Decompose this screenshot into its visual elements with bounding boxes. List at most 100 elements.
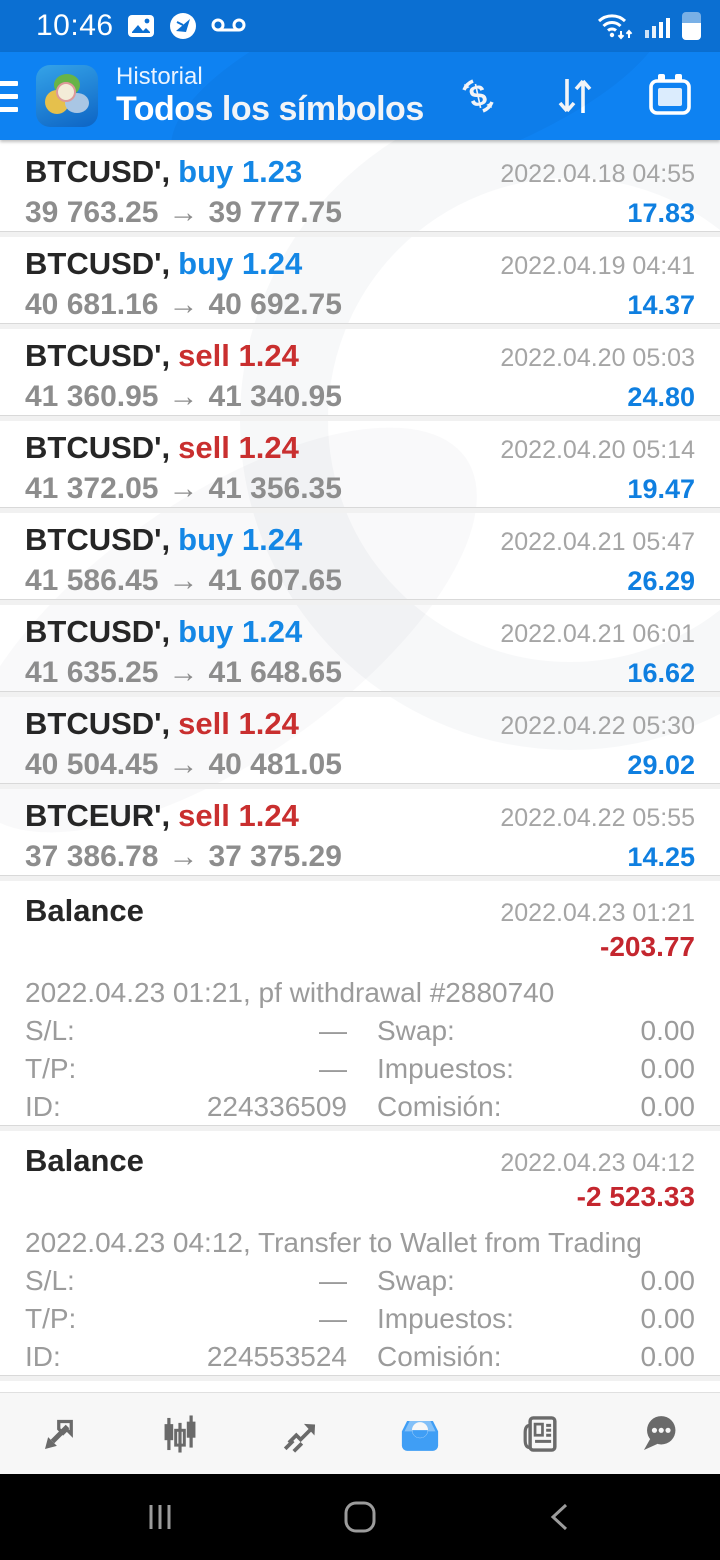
balance-detail-row: ID: 224553524 Comisión: 0.00 [25, 1341, 695, 1379]
trade-prices: 40 681.16 → 40 692.75 [25, 288, 342, 322]
home-icon[interactable] [320, 1482, 400, 1552]
taxes-label: Impuestos: [377, 1053, 514, 1084]
trade-close-price: 39 777.75 [208, 196, 342, 229]
menu-button[interactable] [0, 66, 24, 126]
trade-open-price: 41 372.05 [25, 472, 159, 505]
trade-profit: 24.80 [627, 382, 695, 412]
trade-datetime: 2022.04.22 05:30 [500, 712, 695, 740]
balance-row[interactable]: Balance 2022.04.23 04:12 -2 523.33 2022.… [0, 1131, 720, 1375]
trade-prices: 39 763.25 → 39 777.75 [25, 196, 342, 230]
trade-symbol: BTCUSD', [25, 338, 171, 373]
trade-open-price: 41 586.45 [25, 564, 159, 597]
list-divider [0, 323, 720, 329]
trade-profit: 29.02 [627, 750, 695, 780]
wifi-icon [595, 10, 635, 42]
trade-symbol: BTCUSD', [25, 522, 171, 557]
balance-detail-row: T/P: — Impuestos: 0.00 [25, 1303, 695, 1341]
trade-operation: sell 1.24 [178, 338, 299, 373]
list-divider [0, 231, 720, 237]
deal-type-filter-icon[interactable]: $ [450, 68, 506, 124]
history-list: BTCUSD', buy 1.23 2022.04.18 04:55 39 76… [0, 140, 720, 1392]
taxes-value: 0.00 [640, 1053, 696, 1084]
messages-icon[interactable] [600, 1393, 720, 1474]
list-divider [0, 783, 720, 789]
tp-value: — [319, 1053, 347, 1084]
news-icon[interactable] [480, 1393, 600, 1474]
balance-title: Balance [25, 893, 144, 928]
swap-label: Swap: [377, 1265, 455, 1296]
trade-datetime: 2022.04.21 06:01 [500, 620, 695, 648]
id-value: 224553524 [206, 1341, 347, 1372]
trade-operation: buy 1.24 [178, 522, 303, 557]
arrow-icon: → [168, 288, 199, 321]
svg-text:$: $ [467, 79, 490, 115]
trade-operation: buy 1.23 [178, 154, 303, 189]
trade-row[interactable]: BTCUSD', buy 1.24 2022.04.19 04:41 40 68… [0, 237, 720, 323]
trade-operation: sell 1.24 [178, 430, 299, 465]
tp-label: T/P: [25, 1303, 77, 1334]
tp-label: T/P: [25, 1053, 77, 1084]
trade-row[interactable]: BTCUSD', buy 1.24 2022.04.21 06:01 41 63… [0, 605, 720, 691]
commission-label: Comisión: [377, 1341, 502, 1372]
trade-prices: 41 586.45 → 41 607.65 [25, 564, 342, 598]
trade-icon[interactable] [240, 1393, 360, 1474]
trade-prices: 40 504.45 → 40 481.05 [25, 748, 342, 782]
list-divider [0, 875, 720, 881]
trade-row[interactable]: BTCUSD', sell 1.24 2022.04.20 05:14 41 3… [0, 421, 720, 507]
header-titles: Historial Todos los símbolos [116, 63, 424, 130]
balance-amount: -2 523.33 [576, 1181, 695, 1212]
recents-icon[interactable] [120, 1482, 200, 1552]
trade-operation: sell 1.24 [178, 706, 299, 741]
balance-row[interactable]: Balance 2022.04.23 01:21 -203.77 2022.04… [0, 881, 720, 1125]
quotes-icon[interactable] [0, 1393, 120, 1474]
sort-icon[interactable] [546, 68, 602, 124]
broker-logo [36, 65, 98, 127]
swap-value: 0.00 [640, 1015, 696, 1046]
balance-amount: -203.77 [600, 931, 695, 962]
browser-badge-icon [168, 11, 198, 41]
trade-prices: 41 360.95 → 41 340.95 [25, 380, 342, 414]
trade-row[interactable]: BTCUSD', buy 1.24 2022.04.21 05:47 41 58… [0, 513, 720, 599]
status-bar: 10:46 [0, 0, 720, 52]
trade-row[interactable]: BTCEUR', sell 1.24 2022.04.22 05:55 37 3… [0, 789, 720, 875]
trade-operation: sell 1.24 [178, 798, 299, 833]
battery-icon [681, 10, 702, 42]
symbol-filter-label: Todos los símbolos [116, 90, 424, 129]
trade-profit: 16.62 [627, 658, 695, 688]
taxes-value: 0.00 [640, 1303, 696, 1334]
id-label: ID: [25, 1341, 61, 1372]
trade-row[interactable]: BTCUSD', buy 1.23 2022.04.18 04:55 39 76… [0, 145, 720, 231]
trade-close-price: 40 481.05 [208, 748, 342, 781]
balance-detail-row: T/P: — Impuestos: 0.00 [25, 1053, 695, 1091]
trade-close-price: 37 375.29 [208, 840, 342, 873]
trade-operation: buy 1.24 [178, 246, 303, 281]
history-icon[interactable] [360, 1393, 480, 1474]
balance-title: Balance [25, 1143, 144, 1178]
trade-symbol: BTCUSD', [25, 246, 171, 281]
trade-close-price: 41 607.65 [208, 564, 342, 597]
trade-close-price: 41 648.65 [208, 656, 342, 689]
arrow-icon: → [168, 840, 199, 873]
trade-close-price: 40 692.75 [208, 288, 342, 321]
trade-row[interactable]: BTCUSD', sell 1.24 2022.04.22 05:30 40 5… [0, 697, 720, 783]
trade-profit: 26.29 [627, 566, 695, 596]
arrow-icon: → [168, 748, 199, 781]
trade-operation: buy 1.24 [178, 614, 303, 649]
balance-datetime: 2022.04.23 01:21 [500, 899, 695, 927]
trade-close-price: 41 356.35 [208, 472, 342, 505]
charts-icon[interactable] [120, 1393, 240, 1474]
trade-open-price: 40 504.45 [25, 748, 159, 781]
trade-open-price: 40 681.16 [25, 288, 159, 321]
commission-label: Comisión: [377, 1091, 502, 1122]
signal-icon [644, 11, 672, 41]
trade-row[interactable]: BTCUSD', sell 1.24 2022.04.20 05:03 41 3… [0, 329, 720, 415]
trade-open-price: 39 763.25 [25, 196, 159, 229]
status-time: 10:46 [36, 9, 114, 42]
back-icon[interactable] [520, 1482, 600, 1552]
trade-open-price: 41 635.25 [25, 656, 159, 689]
calendar-icon[interactable] [642, 68, 698, 124]
list-divider [0, 599, 720, 605]
sl-value: — [319, 1015, 347, 1046]
balance-detail-row: S/L: — Swap: 0.00 [25, 1015, 695, 1053]
